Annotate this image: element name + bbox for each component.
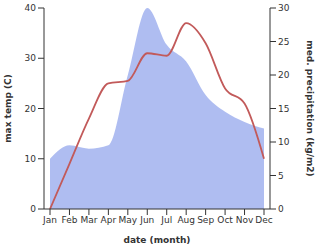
svg-text:max temp (C): max temp (C) <box>8 74 13 143</box>
svg-text:5: 5 <box>278 171 284 181</box>
svg-text:Nov: Nov <box>236 215 254 225</box>
svg-text:20: 20 <box>25 104 37 114</box>
svg-text:Oct: Oct <box>217 215 233 225</box>
svg-text:15: 15 <box>278 104 289 114</box>
svg-text:May: May <box>119 215 138 225</box>
svg-text:Jun: Jun <box>139 215 154 225</box>
svg-text:med. precipitation (kg/m2): med. precipitation (kg/m2) <box>305 40 310 176</box>
svg-text:date (month): date (month) <box>124 235 191 245</box>
svg-text:30: 30 <box>25 53 37 63</box>
svg-text:20: 20 <box>278 70 290 80</box>
svg-text:Apr: Apr <box>101 215 117 225</box>
svg-text:40: 40 <box>25 3 37 13</box>
svg-text:Aug: Aug <box>177 215 195 225</box>
svg-text:25: 25 <box>278 37 289 47</box>
svg-text:0: 0 <box>278 204 284 214</box>
svg-text:Sep: Sep <box>197 215 214 225</box>
svg-text:Dec: Dec <box>255 215 272 225</box>
svg-text:Jul: Jul <box>160 215 172 225</box>
svg-text:Feb: Feb <box>61 215 77 225</box>
svg-text:0: 0 <box>30 204 36 214</box>
svg-text:Jan: Jan <box>42 215 57 225</box>
svg-text:Mar: Mar <box>80 215 97 225</box>
svg-text:10: 10 <box>278 137 290 147</box>
svg-text:30: 30 <box>278 3 290 13</box>
svg-text:10: 10 <box>25 154 37 164</box>
